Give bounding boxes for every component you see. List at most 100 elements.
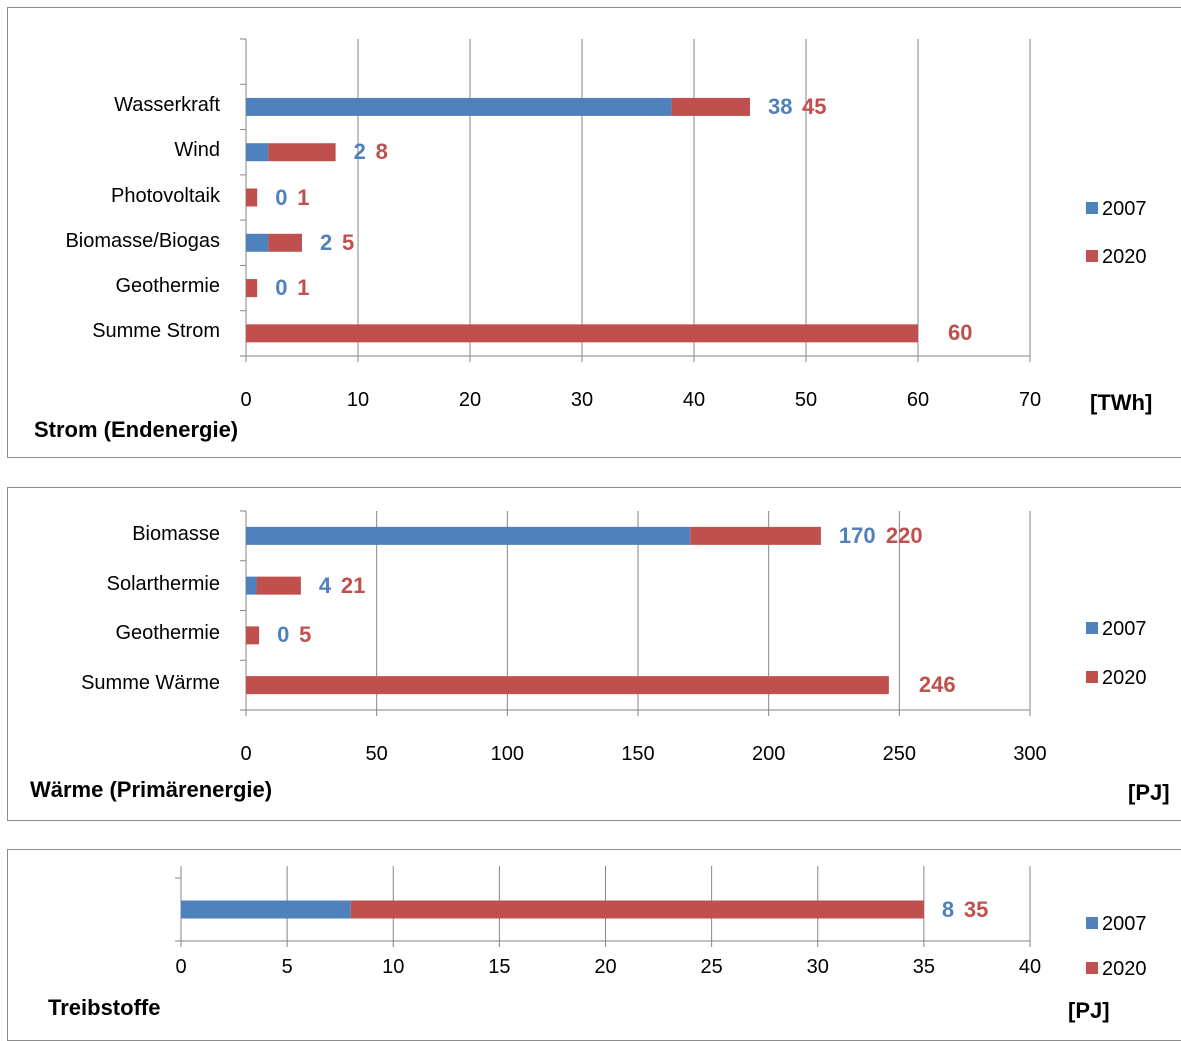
value-label-2007: 4 [318,572,332,598]
bar-2007 [246,526,691,545]
legend-item-2007: 2007 [1086,618,1147,641]
category-label: Summe Wärme [81,672,220,695]
value-label-2020: 1 [297,184,310,210]
value-label-2020: 246 [918,672,956,698]
value-label-2020: 1 [297,275,310,301]
x-tick-label: 30 [570,389,594,411]
x-tick-label: 70 [1018,389,1042,411]
value-label-2007: 0 [275,184,288,210]
chart-svg [240,510,1031,716]
bar-2020 [268,143,336,162]
legend-swatch [1086,250,1098,262]
x-tick-label: 10 [346,389,370,411]
bar-2020 [246,279,258,298]
bar-2020 [256,576,301,595]
x-tick-label: 10 [382,956,405,978]
legend-swatch [1086,917,1098,929]
value-label-2020: 5 [342,229,355,255]
bar-2007 [246,233,269,252]
chart-svg [240,38,1031,362]
x-tick-label: 20 [458,389,482,411]
value-label-2020: 60 [948,320,973,346]
bar-2020 [671,97,750,116]
category-label: Wasserkraft [114,93,220,116]
category-label: Geothermie [115,622,221,645]
treibstoffe-chart-panel: 0 5 10 15 20 25 30 35 40 8 35 Treibstoffe [PJ] 2007 20… [7,849,1181,1041]
legend-swatch [1086,962,1098,974]
x-tick-label: 100 [490,743,525,765]
bar-2007 [181,900,351,919]
legend-swatch [1086,622,1098,634]
x-tick-label: 0 [240,743,252,765]
legend-label: 2020 [1102,958,1147,980]
value-label-2007: 8 [941,896,955,922]
value-label-2020: 21 [340,572,366,598]
category-label: Wind [174,139,220,162]
bar-2020 [690,526,821,545]
legend-label: 2007 [1102,913,1147,935]
axis-unit: [TWh] [1090,390,1153,415]
category-label: Photovoltaik [111,184,220,207]
bar-2020 [350,900,924,919]
x-tick-label: 15 [488,956,511,978]
bar-2020 [246,626,260,645]
legend-item-2020: 2020 [1086,246,1147,269]
x-tick-label: 20 [594,956,617,978]
x-tick-label: 40 [682,389,706,411]
bar-2020 [268,233,302,252]
x-tick-label: 5 [281,956,293,978]
value-label-2007: 0 [277,622,290,648]
value-label-2020: 8 [375,139,388,165]
legend-label: 2007 [1102,618,1147,640]
x-tick-label: 25 [700,956,723,978]
x-tick-label: 40 [1018,956,1042,978]
axis-unit: [PJ] [1068,998,1110,1023]
legend-label: 2020 [1102,667,1147,689]
value-label-2007: 0 [275,275,288,301]
legend-item-2007: 2007 [1086,198,1147,221]
x-tick-label: 150 [621,743,655,765]
legend-swatch [1086,202,1098,214]
legend-item-2020: 2020 [1086,958,1147,981]
x-tick-label: 30 [806,956,829,978]
x-tick-label: 0 [175,956,187,978]
bar-2007 [246,97,672,116]
chart-title: Wärme (Primärenergie) [30,777,273,802]
x-tick-label: 60 [906,389,930,411]
category-label: Biomasse [132,522,220,545]
legend-label: 2007 [1102,198,1147,220]
strom-chart-panel: 0 10 20 30 40 50 60 70 Wasserkraft 38 45 Wind 2 8 Phot… [7,7,1181,458]
chart-title: Strom (Endenergie) [34,417,239,442]
x-tick-label: 200 [751,743,786,765]
bar-2020 [246,324,918,343]
bar-2007 [246,576,257,595]
value-label-2020: 35 [963,896,989,922]
x-tick-label: 35 [912,956,935,978]
bar-2007 [246,143,269,162]
x-tick-label: 0 [240,389,252,411]
value-label-2007: 170 [838,522,876,548]
category-label: Summe Strom [92,320,220,343]
category-label: Solarthermie [106,572,220,595]
waerme-chart-panel: 0 50 100 150 200 250 300 Biomasse 170 220 Solarthe… [7,487,1181,821]
chart-svg [175,866,1031,947]
axis-unit: [PJ] [1128,780,1170,805]
legend-swatch [1086,671,1098,683]
value-label-2007: 2 [320,229,333,255]
x-tick-label: 300 [1013,743,1047,765]
category-label: Geothermie [115,275,221,298]
x-tick-label: 250 [882,743,917,765]
value-label-2020: 5 [299,622,312,648]
bar-2020 [246,188,258,207]
value-label-2007: 2 [353,139,366,165]
chart-title: Treibstoffe [48,995,161,1020]
x-tick-label: 50 [365,743,388,765]
bar-2020 [246,676,889,695]
value-label-2007: 38 [768,93,793,119]
category-label: Biomasse/Biogas [65,229,220,252]
legend-label: 2020 [1102,246,1147,268]
legend-item-2007: 2007 [1086,913,1147,936]
x-tick-label: 50 [794,389,818,411]
value-label-2020: 45 [802,93,827,119]
value-label-2020: 220 [885,522,923,548]
